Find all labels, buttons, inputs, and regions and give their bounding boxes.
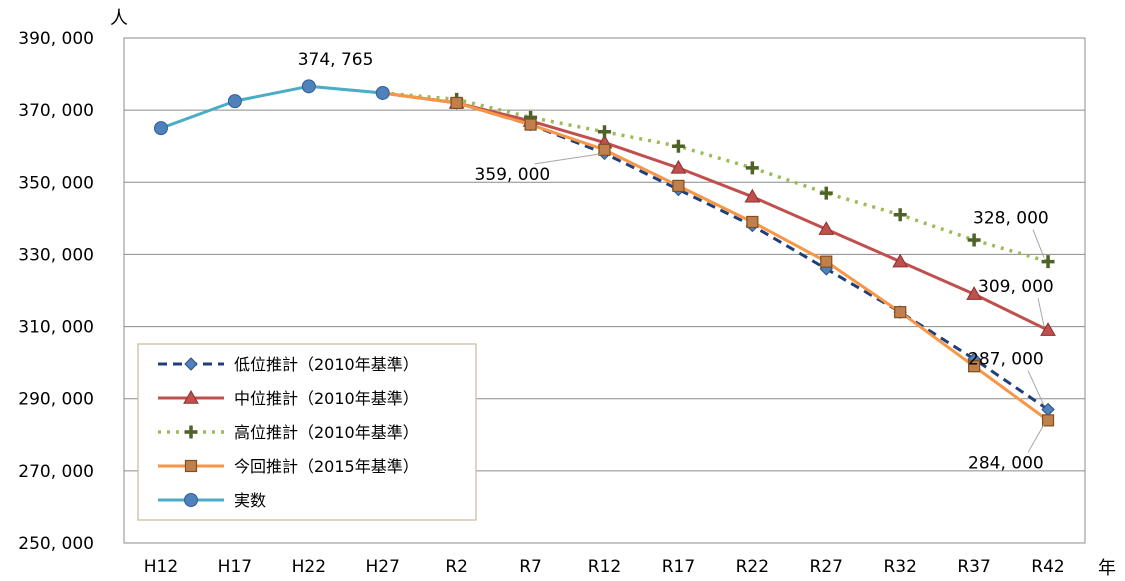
series-line-actual xyxy=(160,84,383,130)
y-tick-label: 270, 000 xyxy=(18,462,94,482)
data-label: 287, 000 xyxy=(968,350,1044,370)
data-point-square xyxy=(894,306,907,319)
data-point-triangle xyxy=(183,389,199,404)
data-point-triangle xyxy=(818,221,835,235)
y-tick-label: 350, 000 xyxy=(18,173,94,193)
data-point-triangle xyxy=(892,253,909,268)
data-point-plus xyxy=(598,125,611,139)
data-point-square xyxy=(450,96,463,110)
x-tick-label: H12 xyxy=(144,557,178,577)
x-axis-unit-label: 年 xyxy=(1098,558,1116,579)
x-tick-label: R12 xyxy=(588,557,621,577)
series-line-current xyxy=(382,91,1049,422)
legend-label: 実数 xyxy=(234,491,266,510)
legend: 低位推計（2010年基準） 中位推計（2010年基準） 高位推計（2010年基準） 今… xyxy=(137,343,477,521)
data-label: 359, 000 xyxy=(475,165,551,185)
x-tick-label: H17 xyxy=(218,557,252,577)
annotation-leader-line xyxy=(1027,370,1045,406)
x-tick-label: R42 xyxy=(1031,557,1064,577)
x-tick-label: R2 xyxy=(445,557,468,577)
y-tick-label: 250, 000 xyxy=(18,534,94,554)
data-point-triangle xyxy=(670,159,687,174)
x-tick-label: R37 xyxy=(957,557,990,577)
annotation-leader-line xyxy=(534,153,601,165)
series-line-low xyxy=(382,91,1049,411)
x-tick-label: R17 xyxy=(662,557,695,577)
y-tick-label: 390, 000 xyxy=(18,29,94,49)
data-point-square xyxy=(184,459,198,473)
annotation-leader-line xyxy=(1037,298,1045,327)
data-point-square xyxy=(746,215,759,229)
data-point-triangle xyxy=(744,188,761,203)
series-current xyxy=(382,91,1055,427)
data-point-plus xyxy=(819,186,833,200)
data-point-circle xyxy=(227,94,242,109)
legend-label: 中位推計（2010年基準） xyxy=(234,389,419,408)
x-tick-label: R22 xyxy=(736,557,769,577)
x-tick-label: H27 xyxy=(366,557,400,577)
data-point-plus xyxy=(184,425,198,439)
series-line-mid xyxy=(382,91,1049,332)
series-lines xyxy=(153,79,1056,427)
y-axis-unit-label: 人 xyxy=(110,8,128,29)
data-point-plus xyxy=(893,208,907,222)
data-point-circle xyxy=(153,121,168,136)
data-point-plus xyxy=(967,233,981,247)
data-annotations: 374, 765 359, 000 328, 000 309, 000 287, 000… xyxy=(298,50,1054,473)
axes: 250, 000 270, 000 290, 000 310, 000 330, 000… xyxy=(18,29,1064,577)
data-point-circle xyxy=(184,493,198,507)
y-tick-label: 330, 000 xyxy=(18,245,94,265)
data-point-square xyxy=(820,255,833,268)
data-label: 309, 000 xyxy=(978,277,1054,297)
data-point-square xyxy=(672,179,685,192)
data-point-diamond xyxy=(184,357,198,371)
legend-entry-mid: 中位推計（2010年基準） xyxy=(158,389,419,408)
y-tick-label: 310, 000 xyxy=(18,318,94,338)
data-point-square xyxy=(1041,414,1055,427)
data-point-square xyxy=(968,360,981,373)
legend-label: 今回推計（2015年基準） xyxy=(234,457,419,476)
legend-label: 低位推計（2010年基準） xyxy=(234,355,419,374)
data-point-square xyxy=(524,118,537,131)
legend-entry-actual: 実数 xyxy=(158,491,266,510)
x-tick-label: R32 xyxy=(883,557,916,577)
legend-label: 高位推計（2010年基準） xyxy=(234,423,419,442)
y-tick-label: 370, 000 xyxy=(18,101,94,121)
series-high xyxy=(382,91,1055,269)
x-tick-label: R27 xyxy=(810,557,843,577)
x-tick-label: R7 xyxy=(519,557,542,577)
data-point-circle xyxy=(375,85,390,100)
data-label: 284, 000 xyxy=(968,453,1044,473)
data-point-plus xyxy=(671,139,685,153)
data-point-plus xyxy=(1041,255,1055,269)
data-point-plus xyxy=(745,161,759,175)
x-tick-label: H22 xyxy=(292,557,326,577)
legend-entry-high: 高位推計（2010年基準） xyxy=(158,423,419,442)
data-point-circle xyxy=(301,79,316,94)
data-point-square xyxy=(598,143,611,156)
legend-entry-current: 今回推計（2015年基準） xyxy=(158,457,419,476)
series-actual xyxy=(153,79,390,136)
legend-entry-low: 低位推計（2010年基準） xyxy=(158,355,419,374)
y-tick-label: 290, 000 xyxy=(18,390,94,410)
data-label: 374, 765 xyxy=(298,50,374,70)
data-point-triangle xyxy=(966,286,982,300)
annotation-leader-line xyxy=(1032,229,1045,258)
data-point-triangle xyxy=(1040,322,1056,336)
series-mid xyxy=(382,91,1056,336)
gridlines xyxy=(123,37,1086,544)
data-label: 328, 000 xyxy=(973,209,1049,229)
annotation-leader-line xyxy=(1027,424,1045,453)
